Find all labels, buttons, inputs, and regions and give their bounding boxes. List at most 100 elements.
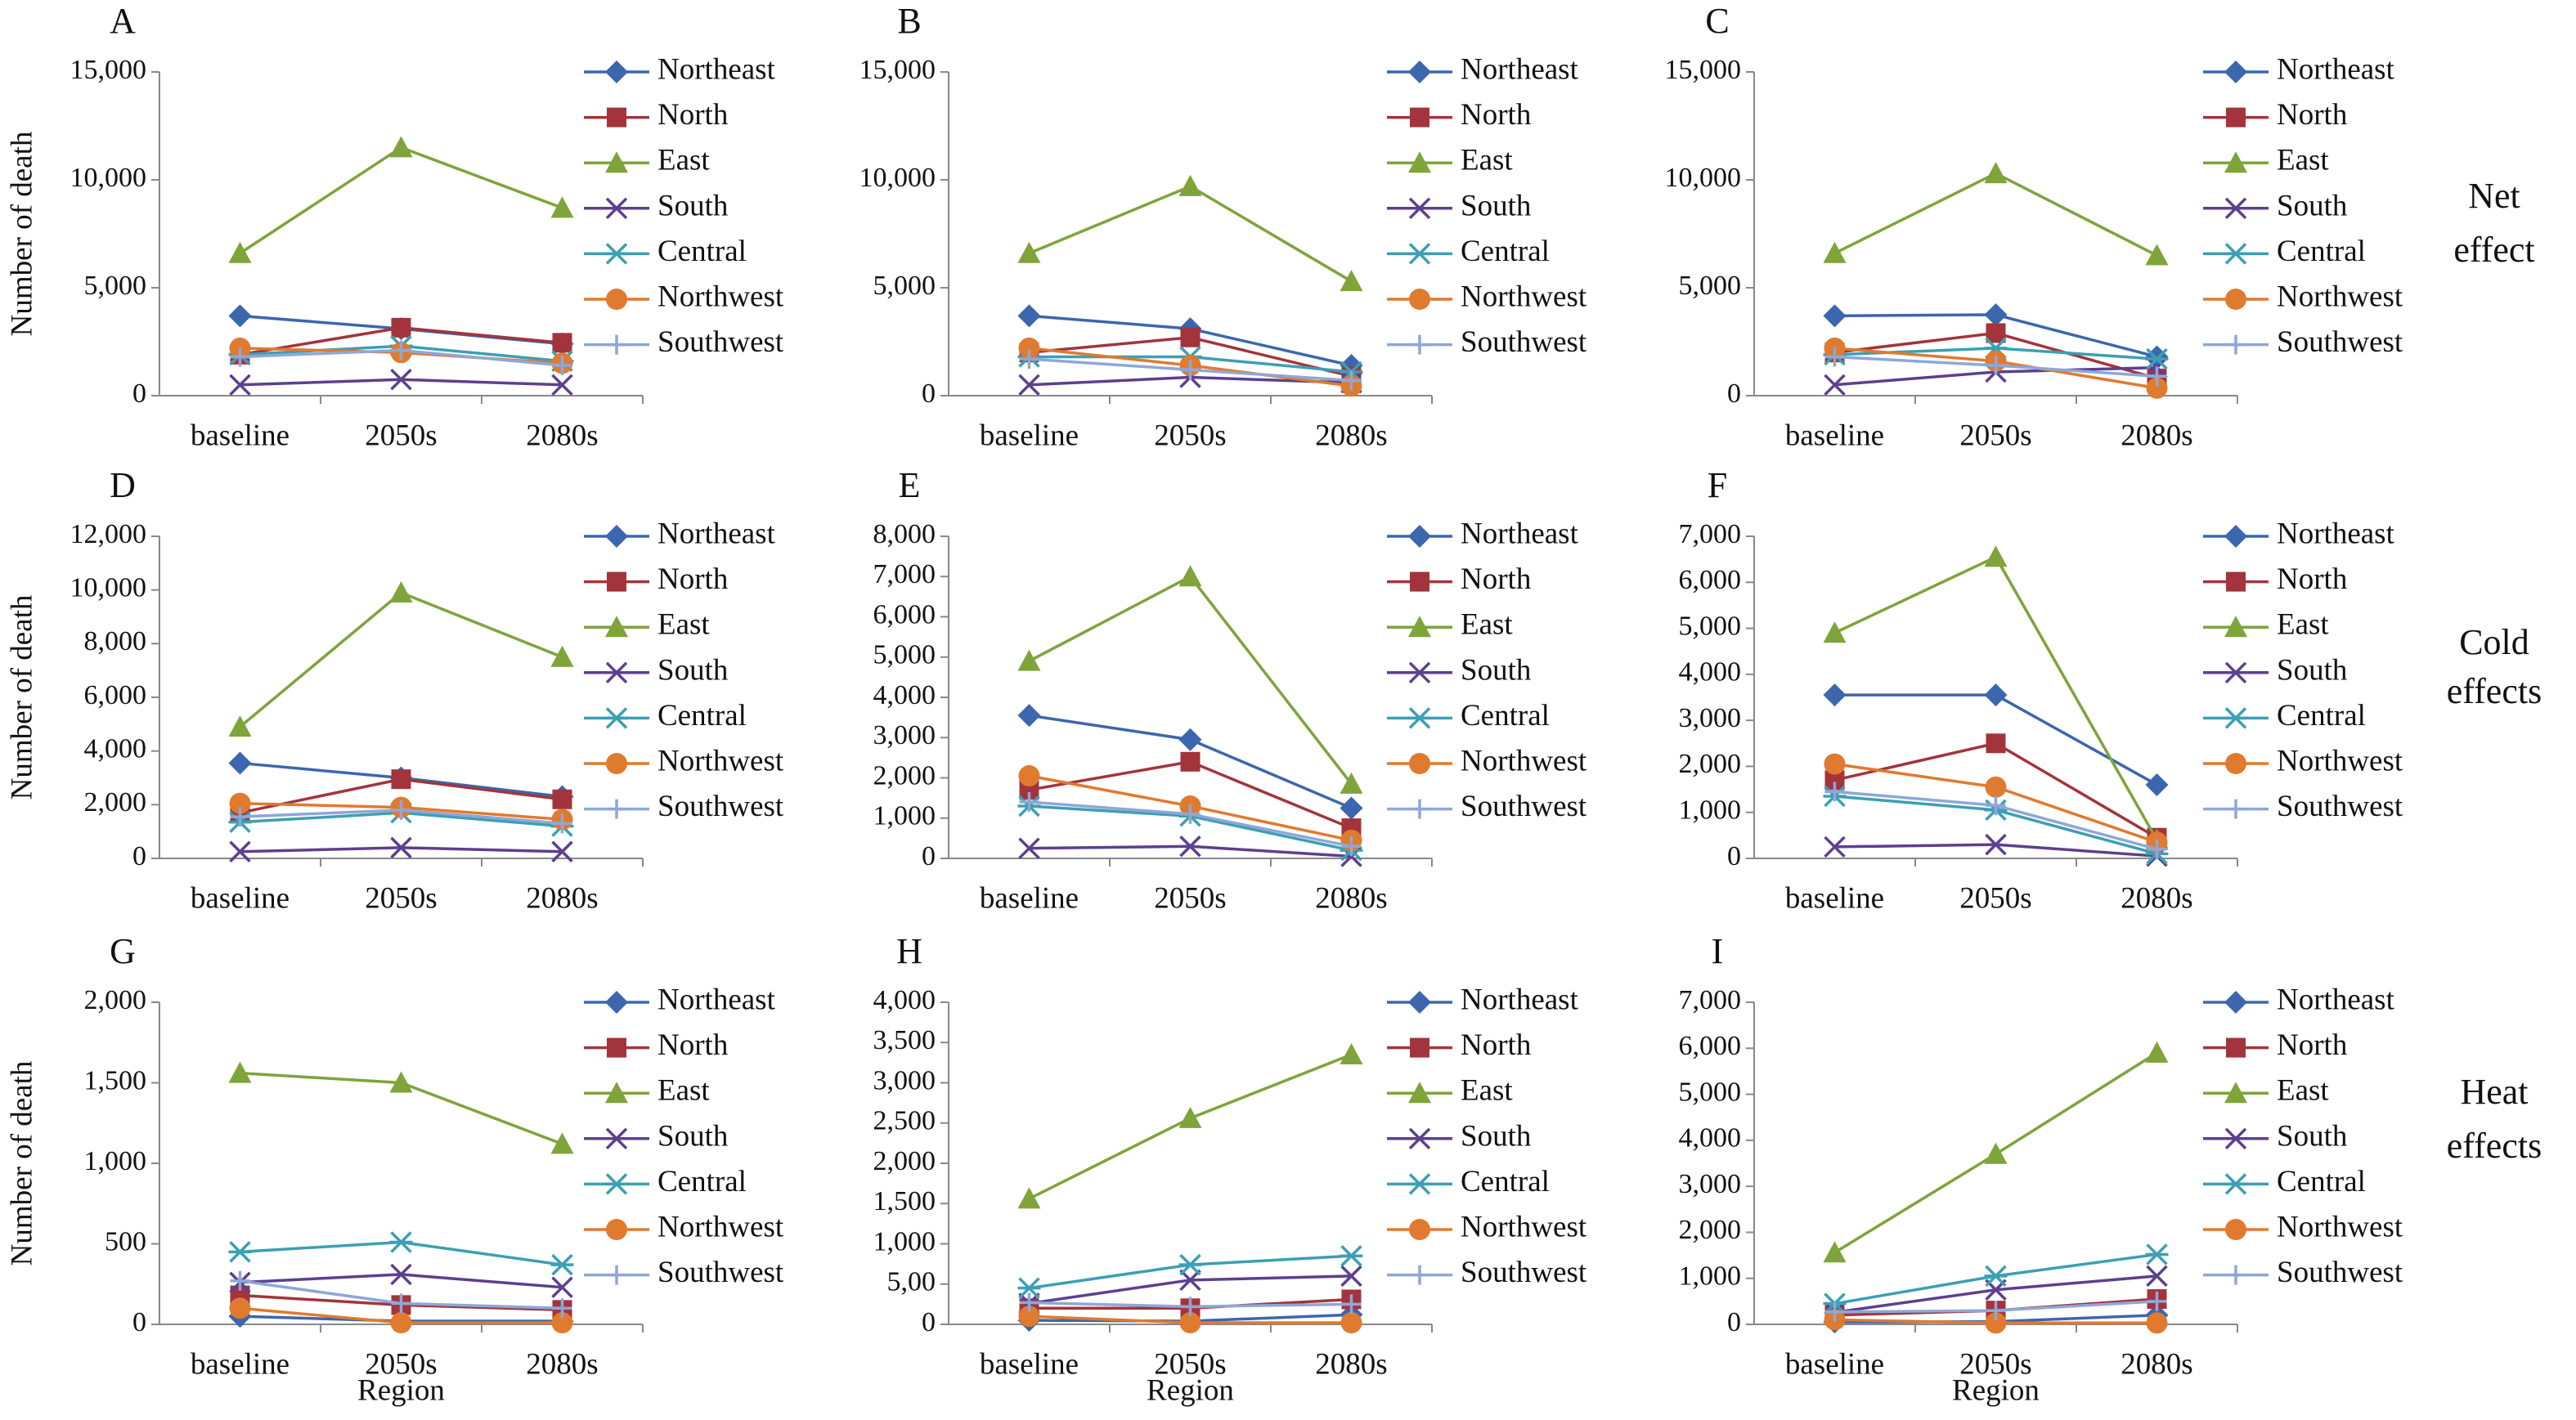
x-tick-label: 2050s xyxy=(365,419,437,452)
row-label: effects xyxy=(2447,1126,2542,1166)
marker xyxy=(228,715,252,737)
legend-label: North xyxy=(2277,562,2348,596)
y-tick-label: 7,000 xyxy=(873,559,936,589)
y-tick-label: 10,000 xyxy=(1665,163,1742,193)
marker xyxy=(1017,241,1041,263)
marker xyxy=(229,374,251,396)
legend-label: South xyxy=(1461,189,1532,222)
marker xyxy=(1824,1301,1845,1322)
marker xyxy=(1019,792,1039,813)
legend-label: South xyxy=(657,653,729,687)
legend-label: Southwest xyxy=(1461,1256,1587,1289)
marker xyxy=(1340,796,1363,820)
marker xyxy=(1408,1082,1431,1104)
x-tick-label: baseline xyxy=(980,881,1079,915)
x-tick-label: 2050s xyxy=(1959,419,2031,452)
panel-letter: E xyxy=(899,465,921,505)
row-label: Heat xyxy=(2460,1072,2528,1112)
legend-label: Central xyxy=(1461,1165,1550,1198)
panel-letter: D xyxy=(110,465,136,505)
marker xyxy=(1986,356,2006,376)
x-tick-label: 2080s xyxy=(2120,881,2192,915)
marker xyxy=(2224,1082,2247,1104)
marker xyxy=(1824,347,1845,367)
legend-label: South xyxy=(2277,1119,2348,1153)
legend-label: South xyxy=(1461,1119,1532,1153)
marker xyxy=(1984,545,2008,567)
legend-label: Northeast xyxy=(1461,983,1579,1016)
marker xyxy=(1018,837,1040,859)
x-tick-label: baseline xyxy=(1785,1347,1884,1381)
legend-label: Central xyxy=(657,699,747,732)
legend-label: Central xyxy=(2277,235,2366,268)
marker xyxy=(2226,334,2246,355)
marker xyxy=(1985,1312,2007,1334)
marker xyxy=(1824,374,1846,396)
legend-label: South xyxy=(1461,653,1532,687)
y-tick-label: 4,000 xyxy=(84,733,147,764)
series-line xyxy=(240,1240,563,1266)
legend-label: North xyxy=(2277,98,2348,132)
legend-label: South xyxy=(2277,189,2348,222)
legend-label: Northwest xyxy=(2277,744,2403,777)
marker xyxy=(2145,1243,2169,1265)
marker xyxy=(1410,571,1429,592)
marker xyxy=(390,368,412,391)
marker xyxy=(552,813,572,834)
legend-label: Central xyxy=(657,1165,747,1198)
legend-label: East xyxy=(657,608,710,642)
legend-label: North xyxy=(657,562,729,596)
row-label: effects xyxy=(2447,671,2542,711)
legend-label: Northwest xyxy=(1461,744,1587,777)
marker xyxy=(1410,334,1429,355)
marker xyxy=(1408,1127,1431,1150)
marker xyxy=(1409,1219,1430,1240)
marker xyxy=(607,571,626,592)
marker xyxy=(2146,377,2168,399)
marker xyxy=(1824,782,1845,802)
marker xyxy=(550,1253,574,1276)
marker xyxy=(1986,733,2006,754)
marker xyxy=(605,1082,628,1104)
y-tick-label: 10,000 xyxy=(859,163,936,193)
legend-label: North xyxy=(657,98,729,132)
legend-label: Southwest xyxy=(1461,325,1587,359)
marker xyxy=(1986,323,2006,343)
x-tick-label: 2050s xyxy=(1154,1347,1226,1381)
marker xyxy=(1340,772,1363,794)
marker xyxy=(1179,1269,1201,1292)
row-label: effect xyxy=(2453,230,2534,270)
row-label: Net xyxy=(2468,176,2520,216)
marker xyxy=(2147,839,2167,859)
marker xyxy=(389,1231,413,1253)
legend-label: East xyxy=(2277,144,2329,177)
y-tick-label: 5,000 xyxy=(873,271,936,301)
x-tick-label: 2080s xyxy=(2120,1347,2192,1381)
marker xyxy=(1984,683,2008,707)
y-tick-label: 5,000 xyxy=(1679,1077,1742,1107)
legend-label: Northeast xyxy=(2277,52,2395,86)
marker xyxy=(1179,835,1201,858)
x-tick-label: 2050s xyxy=(1959,881,2031,915)
marker xyxy=(551,1276,573,1298)
legend-label: Central xyxy=(2277,699,2366,732)
marker xyxy=(1019,349,1039,370)
marker xyxy=(1341,836,1362,857)
marker xyxy=(605,616,628,638)
panel-letter: H xyxy=(896,931,922,971)
y-tick-label: 3,000 xyxy=(1679,703,1742,733)
y-tick-label: 4,000 xyxy=(1679,1123,1742,1153)
legend-label: Northwest xyxy=(657,744,784,777)
panel-letter: B xyxy=(897,1,921,41)
x-tick-label: baseline xyxy=(980,419,1079,452)
marker xyxy=(390,1312,412,1334)
x-tick-label: 2080s xyxy=(526,881,598,915)
x-axis-label: Region xyxy=(1147,1373,1234,1407)
marker xyxy=(605,661,628,684)
marker xyxy=(391,1293,411,1314)
y-tick-label: 2,000 xyxy=(873,1146,936,1176)
marker xyxy=(229,1297,251,1319)
y-tick-label: 4,000 xyxy=(1679,657,1742,688)
marker xyxy=(391,800,411,820)
marker xyxy=(1340,1265,1362,1288)
